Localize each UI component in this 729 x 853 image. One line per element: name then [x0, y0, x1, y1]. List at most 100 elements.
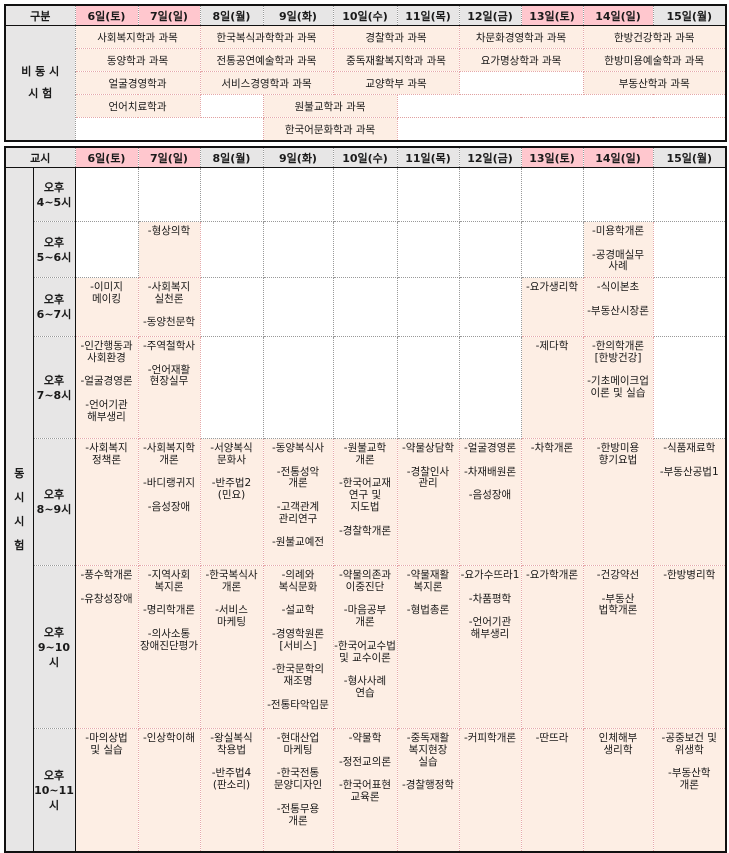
exam-subject-cell: -공중보건 및 위생학 -부동산학 개론 [652, 728, 727, 853]
day-header: 7일(일) [137, 146, 201, 168]
department-exam-cell: 한국어문화학과 과목 [262, 117, 398, 142]
department-exam-cell: 원불교학과 과목 [262, 94, 398, 118]
exam-subject-cell: -형상의학 [137, 221, 201, 278]
exam-subject-cell: -딴뜨라 [520, 728, 584, 853]
exam-subject-cell [332, 221, 398, 278]
day-header: 11일(목) [396, 4, 460, 26]
simultaneous-exam-table: 교시 6일(토) 7일(일) 8일(월) 9일(화) 10일(수) 11일(목) 12일(금)… [4, 146, 727, 853]
department-exam-cell: 한방미용예술학과 과목 [582, 48, 727, 72]
period-header: 교시 [4, 146, 76, 168]
exam-subject-cell [396, 277, 460, 337]
day-header: 14일(일) [582, 146, 654, 168]
exam-subject-cell [262, 277, 334, 337]
department-exam-cell: 중독재활복지학과 과목 [332, 48, 460, 72]
exam-subject-cell: -지역사회 복지론 -명리학개론 -의사소통 장애진단평가 [137, 565, 201, 729]
exam-subject-cell [332, 167, 398, 222]
exam-subject-cell [458, 167, 522, 222]
day-header: 10일(수) [332, 4, 398, 26]
exam-subject-cell: -마의상법 및 실습 [74, 728, 139, 853]
exam-subject-cell: -약물학 -정전교의론 -한국어표현 교육론 [332, 728, 398, 853]
time-slot-label: 오후 6~7시 [32, 277, 76, 337]
empty-cell [396, 94, 727, 118]
exam-subject-cell: -약물의존과 이중진단 -마음공부 개론 -한국어교수법 및 교수이론 -형사사… [332, 565, 398, 729]
exam-subject-cell [520, 167, 584, 222]
exam-subject-cell [332, 336, 398, 439]
exam-subject-cell: -의례와 복식문화 -설교학 -경영학원론 [서비스] -한국문학의 재조명 -… [262, 565, 334, 729]
exam-subject-cell [332, 277, 398, 337]
exam-subject-cell [74, 221, 139, 278]
day-header: 15일(월) [652, 146, 727, 168]
exam-subject-cell: -요가수뜨라1 -차품평학 -언어기관 해부생리 [458, 565, 522, 729]
empty-cell [74, 117, 264, 142]
department-exam-cell: 언어치료학과 [74, 94, 201, 118]
exam-subject-cell [458, 336, 522, 439]
exam-subject-cell [458, 221, 522, 278]
time-slot-label: 오후 8~9시 [32, 438, 76, 566]
day-header: 10일(수) [332, 146, 398, 168]
day-header: 11일(목) [396, 146, 460, 168]
exam-subject-cell [199, 277, 264, 337]
exam-subject-cell [74, 167, 139, 222]
department-exam-cell: 전통공연예술학과 과목 [199, 48, 334, 72]
exam-subject-cell: -요가학개론 [520, 565, 584, 729]
day-header: 15일(월) [652, 4, 727, 26]
exam-subject-cell: -식품재료학 -부동산공법1 [652, 438, 727, 566]
department-exam-cell: 동양학과 과목 [74, 48, 201, 72]
exam-subject-cell: -약물재활 복지론 -형법총론 [396, 565, 460, 729]
exam-subject-cell [262, 167, 334, 222]
exam-subject-cell: -현대산업 마케팅 -한국전통 문양디자인 -전통무용 개론 [262, 728, 334, 853]
day-header: 9일(화) [262, 146, 334, 168]
exam-subject-cell: -한방미용 향기요법 [582, 438, 654, 566]
exam-subject-cell: -풍수학개론 -유창성장애 [74, 565, 139, 729]
exam-subject-cell: -약물상담학 -경찰인사 관리 [396, 438, 460, 566]
exam-subject-cell: -왕실복식 착용법 -반주법4 (판소리) [199, 728, 264, 853]
time-slot-label: 오후 7~8시 [32, 336, 76, 439]
exam-subject-cell: -이미지 메이킹 [74, 277, 139, 337]
department-exam-cell: 교양학부 과목 [332, 71, 460, 95]
exam-subject-cell [582, 167, 654, 222]
department-exam-cell: 경찰학과 과목 [332, 25, 460, 49]
non-simultaneous-label: 비 동 시 시 험 [4, 25, 76, 142]
exam-subject-cell: -인상학이해 [137, 728, 201, 853]
day-header: 7일(일) [137, 4, 201, 26]
exam-subject-cell [199, 167, 264, 222]
exam-subject-cell: -사회복지 정책론 [74, 438, 139, 566]
exam-subject-cell: -요가생리학 [520, 277, 584, 337]
exam-subject-cell: -주역철학사 -언어재활 현장실무 [137, 336, 201, 439]
exam-subject-cell: -얼굴경영론 -차재배원론 -음성장애 [458, 438, 522, 566]
department-exam-cell: 사회복지학과 과목 [74, 25, 201, 49]
day-header: 6일(토) [74, 4, 139, 26]
exam-subject-cell [199, 336, 264, 439]
empty-cell [199, 94, 264, 118]
time-slot-label: 오후 9~10시 [32, 565, 76, 729]
time-slot-label: 오후 10~11시 [32, 728, 76, 853]
exam-subject-cell: -동양복식사 -전통성악 개론 -고객관계 관리연구 -원불교예전 [262, 438, 334, 566]
exam-subject-cell: -커피학개론 [458, 728, 522, 853]
day-header: 9일(화) [262, 4, 334, 26]
exam-subject-cell: -한방병리학 [652, 565, 727, 729]
exam-subject-cell [262, 336, 334, 439]
day-header: 12일(금) [458, 4, 522, 26]
exam-subject-cell: -서양복식 문화사 -반주법2 (민요) [199, 438, 264, 566]
time-slot-label: 오후 5~6시 [32, 221, 76, 278]
simultaneous-label: 동 시 시 험 [4, 167, 34, 853]
exam-subject-cell: -사회복지 실천론 -동양천문학 [137, 277, 201, 337]
exam-subject-cell [396, 221, 460, 278]
exam-subject-cell: -미용학개론 -공경매실무 사례 [582, 221, 654, 278]
exam-subject-cell: -제다학 [520, 336, 584, 439]
department-exam-cell: 서비스경영학과 과목 [199, 71, 334, 95]
exam-subject-cell: -한의학개론 [한방건강] -기초메이크업 이론 및 실습 [582, 336, 654, 439]
day-header: 8일(월) [199, 146, 264, 168]
day-header: 12일(금) [458, 146, 522, 168]
department-exam-cell: 요가명상학과 과목 [458, 48, 584, 72]
department-exam-cell: 차문화경영학과 과목 [458, 25, 584, 49]
department-exam-cell: 부동산학과 과목 [582, 71, 727, 95]
exam-subject-cell: -식이본초 -부동산시장론 [582, 277, 654, 337]
department-exam-cell: 한방건강학과 과목 [582, 25, 727, 49]
department-exam-cell: 한국복식과학학과 과목 [199, 25, 334, 49]
exam-subject-cell [652, 221, 727, 278]
exam-subject-cell: 인체해부 생리학 [582, 728, 654, 853]
exam-subject-cell [396, 167, 460, 222]
empty-cell [458, 71, 584, 95]
exam-subject-cell [652, 336, 727, 439]
